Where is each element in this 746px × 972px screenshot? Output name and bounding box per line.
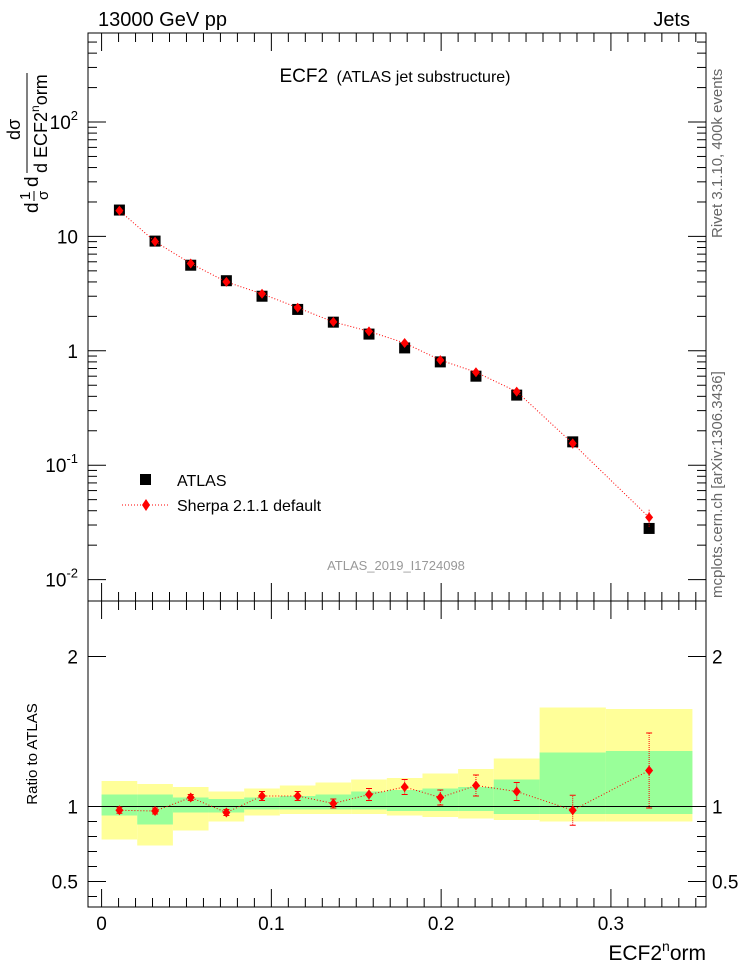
ratio-point-sherpa (471, 780, 480, 791)
ratio-point-sherpa (186, 792, 195, 803)
plot-title-main: ECF2 (279, 66, 328, 87)
ratio-y-tick-label-right: 2 (712, 648, 723, 669)
main-panel: 10-2 10-1 1 10 102 ECF2 (ATLAS jet substruct… (4, 32, 707, 602)
ratio-point-sherpa (329, 798, 338, 809)
y-tick-label: 10-2 (45, 566, 78, 592)
data-point-sherpa (364, 326, 373, 337)
legend-label-atlas: ATLAS (177, 473, 227, 490)
side-label-mcplots: mcplots.cern.ch [arXiv:1306.3436] (709, 371, 726, 598)
ylabel-d2: d (22, 176, 43, 187)
x-axis-label: ECF2norm (608, 938, 706, 965)
data-point-sherpa (115, 205, 124, 216)
ratio-point-sherpa (512, 786, 521, 797)
y-tick-label: 102 (50, 108, 78, 134)
main-y-axis-label: d 1 σ d dσ d ECF2norm (4, 73, 52, 213)
ratio-y-tick-label-left: 0.5 (52, 873, 78, 894)
ratio-point-sherpa (115, 805, 124, 816)
x-tick-label: 0 (96, 914, 107, 935)
header-left: 13000 GeV pp (98, 9, 227, 31)
uncertainty-band-inner (386, 790, 423, 811)
ylabel-denominator: d ECF2norm (28, 74, 51, 173)
x-tick-label: 0.3 (598, 914, 624, 935)
ylabel-one: 1 (17, 192, 34, 200)
data-point-sherpa (645, 512, 654, 523)
data-point-sherpa (222, 276, 231, 287)
main-frame (87, 32, 707, 602)
legend-label-sherpa: Sherpa 2.1.1 default (177, 498, 322, 515)
ratio-y-tick-label-left: 1 (67, 798, 78, 819)
x-tick-label: 0.2 (428, 914, 454, 935)
uncertainty-band-inner (101, 794, 138, 816)
ylabel-sigma: σ (35, 190, 52, 200)
data-point-sherpa (471, 367, 480, 378)
ratio-point-sherpa (400, 782, 409, 792)
data-point-atlas (643, 522, 655, 534)
ratio-y-tick-label-right: 0.5 (712, 873, 738, 894)
plot-title: ECF2 (ATLAS jet substructure) (279, 66, 510, 87)
ratio-point-sherpa (151, 806, 160, 816)
ratio-point-sherpa (568, 805, 577, 816)
legend-marker-sherpa (142, 499, 150, 511)
data-point-sherpa (436, 355, 445, 366)
ratio-point-sherpa (645, 765, 654, 776)
y-tick-label: 10-1 (45, 451, 78, 477)
data-point-sherpa (186, 258, 195, 269)
ratio-y-tick-label-right: 1 (712, 798, 723, 819)
uncertainty-band-inner (172, 797, 209, 813)
ratio-point-sherpa (293, 791, 302, 801)
data-point-sherpa (258, 288, 267, 299)
data-point-sherpa (151, 236, 160, 247)
ratio-point-sherpa (258, 791, 267, 801)
ratio-point-sherpa (364, 789, 373, 800)
data-point-sherpa (568, 438, 577, 449)
uncertainty-band-inner (458, 787, 494, 811)
ratio-y-axis-label: Ratio to ATLAS (24, 703, 41, 804)
y-tick-label: 1 (67, 342, 78, 363)
header-right: Jets (653, 9, 690, 31)
legend: ATLAS Sherpa 2.1.1 default (122, 473, 322, 515)
ylabel-dsigma: dσ (4, 119, 24, 140)
ylabel-d1: d (22, 202, 43, 213)
legend-marker-atlas (140, 474, 151, 485)
uncertainty-band-inner (605, 751, 693, 814)
data-point-sherpa (293, 302, 302, 313)
ratio-point-sherpa (222, 807, 231, 818)
plot-title-sub: (ATLAS jet substructure) (337, 69, 511, 86)
x-tick-label: 0.1 (258, 914, 284, 935)
ratio-point-sherpa (436, 792, 445, 803)
data-point-sherpa (512, 386, 521, 397)
uncertainty-band-inner (539, 752, 606, 814)
y-tick-label: 10 (57, 227, 78, 248)
ratio-panel: 0.5 0.5 1 1 2 2 0 0.1 0.2 0.3 Ratio to ATLAS ECF2… (24, 600, 738, 965)
analysis-id: ATLAS_2019_I1724098 (327, 558, 465, 573)
ratio-y-tick-label-left: 2 (67, 648, 78, 669)
side-label-rivet: Rivet 3.1.10, 400k events (709, 69, 726, 238)
data-point-sherpa (329, 316, 338, 327)
ratio-frame (87, 600, 707, 908)
series-line-sherpa (119, 210, 650, 518)
data-point-sherpa (400, 338, 409, 349)
